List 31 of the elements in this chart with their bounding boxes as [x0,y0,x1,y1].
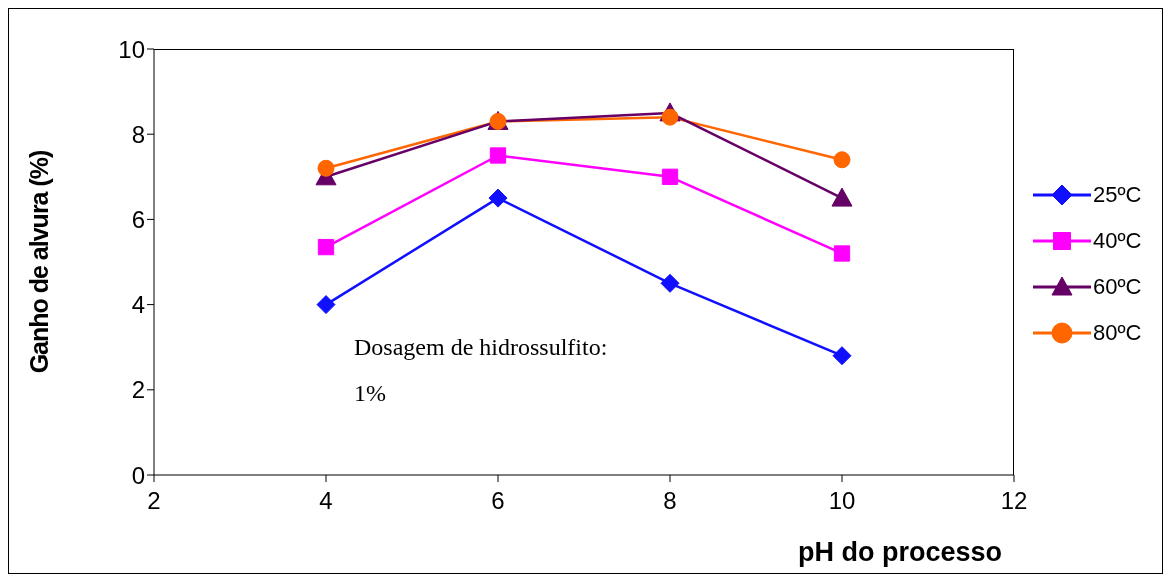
y-tick-label: 6 [131,205,145,233]
point [488,188,508,208]
x-tick-label: 10 [828,487,856,515]
legend-label: 40ºC [1093,228,1142,254]
annotation: Dosagem de hidrossulfito: [354,334,608,361]
point [317,159,335,177]
point [661,168,679,185]
point [316,295,336,315]
point [661,108,679,126]
point [833,151,851,169]
legend-label: 25ºC [1093,182,1142,208]
x-tick-label: 4 [319,487,333,515]
x-tick-label: 8 [663,487,677,515]
y-tick-label: 2 [131,376,145,404]
annotation: 1% [354,380,386,407]
y-tick-label: 8 [131,120,145,148]
point [317,238,335,256]
legend-label: 80ºC [1093,320,1142,346]
point [831,187,853,207]
point [660,273,680,293]
point [832,346,852,366]
y-tick-label: 4 [131,291,145,319]
point [489,147,507,164]
y-axis-title: Ganho de alvura (%) [24,150,54,374]
x-tick-label: 12 [1000,487,1028,515]
point [833,245,851,262]
y-tick-label: 10 [118,35,145,63]
x-axis-title: pH do processo [797,537,1002,568]
x-tick-label: 6 [491,487,505,515]
y-tick-label: 0 [131,461,145,489]
legend-label: 60ºC [1093,274,1142,300]
